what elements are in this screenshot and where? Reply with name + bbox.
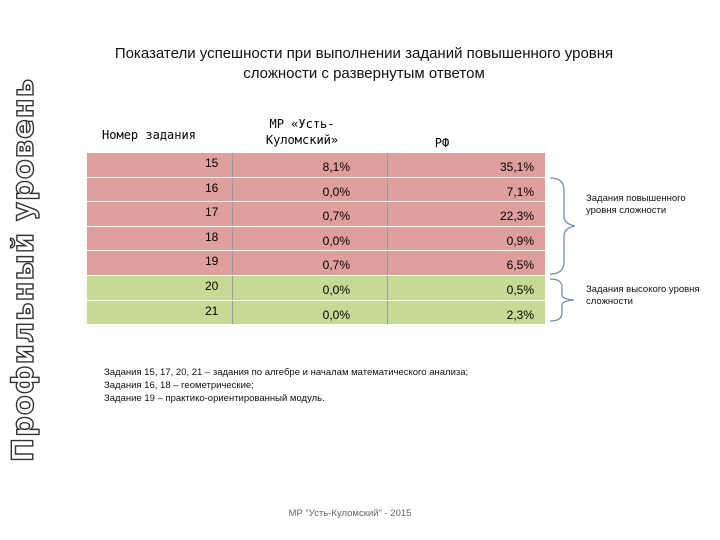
task-number: 21: [205, 303, 219, 318]
cell-divider: [387, 300, 388, 325]
cell-divider: [232, 226, 233, 251]
rf-value: 35,1%: [499, 160, 534, 174]
rf-value: 0,9%: [506, 233, 534, 248]
cell-divider: [232, 202, 233, 226]
notes: Задания 15, 17, 20, 21 – задания по алге…: [104, 366, 468, 405]
label-high-level: Задания высокого уровня сложности: [586, 284, 700, 307]
cell-divider: [232, 275, 233, 300]
note-line: Задание 19 – практико-ориентированный мо…: [104, 393, 325, 404]
cell-divider: [232, 300, 233, 325]
brace-high-icon: [549, 278, 575, 322]
mr-value: 0,0%: [322, 307, 350, 322]
rf-value: 7,1%: [506, 184, 534, 199]
mr-value: 0,0%: [322, 184, 350, 199]
table-row: 21 0,0% 2,3%: [87, 300, 545, 326]
mr-value: 0,0%: [322, 233, 350, 248]
header-rf: РФ: [434, 136, 450, 150]
side-title: Профильный уровень: [5, 77, 40, 463]
table-body: 15 8,1% 35,1% 16 0,0% 7,1% 17 0,7% 22,3% 18 0,0% 0,…: [87, 153, 545, 326]
task-number: 19: [205, 254, 219, 269]
brace-advanced-icon: [549, 177, 576, 275]
cell-divider: [232, 251, 233, 275]
task-number: 16: [205, 180, 219, 195]
header-task-number: Номер задания: [102, 128, 196, 142]
cell-divider: [387, 275, 388, 300]
label-advanced-level: Задания повышенного уровня сложности: [586, 193, 686, 216]
table-row: 17 0,7% 22,3%: [87, 202, 545, 227]
mr-value: 0,7%: [322, 209, 350, 224]
note-line: Задания 15, 17, 20, 21 – задания по алге…: [104, 367, 469, 378]
results-table: Номер задания МР «Усть-Куломский» РФ 15 8…: [87, 112, 545, 326]
mr-value: 8,1%: [322, 160, 350, 174]
cell-divider: [232, 177, 233, 202]
task-number: 20: [205, 278, 219, 293]
table-row: 19 0,7% 6,5%: [87, 251, 545, 276]
rf-value: 0,5%: [506, 282, 534, 297]
cell-divider: [387, 202, 388, 226]
cell-divider: [387, 251, 388, 275]
cell-divider: [387, 177, 388, 202]
cell-divider: [387, 153, 388, 177]
mr-value: 0,7%: [322, 258, 350, 273]
cell-divider: [232, 153, 233, 177]
rf-value: 2,3%: [506, 307, 534, 322]
page-title: Показатели успешности при выполнении зад…: [114, 45, 614, 82]
header-mr: МР «Усть-Куломский»: [265, 117, 339, 147]
note-line: Задания 16, 18 – геометрические;: [104, 380, 254, 391]
task-number: 18: [205, 229, 219, 244]
table-row: 20 0,0% 0,5%: [87, 275, 545, 301]
mr-value: 0,0%: [322, 282, 350, 297]
task-number: 17: [205, 205, 219, 220]
table-row: 18 0,0% 0,9%: [87, 226, 545, 252]
footer: МР "Усть-Куломский" - 2015: [288, 508, 412, 519]
table-row: 16 0,0% 7,1%: [87, 177, 545, 203]
table-header: Номер задания МР «Усть-Куломский» РФ: [87, 112, 545, 153]
table-row: 15 8,1% 35,1%: [87, 153, 545, 178]
rf-value: 6,5%: [506, 258, 534, 273]
cell-divider: [387, 226, 388, 251]
rf-value: 22,3%: [499, 209, 534, 224]
task-number: 15: [205, 156, 219, 170]
